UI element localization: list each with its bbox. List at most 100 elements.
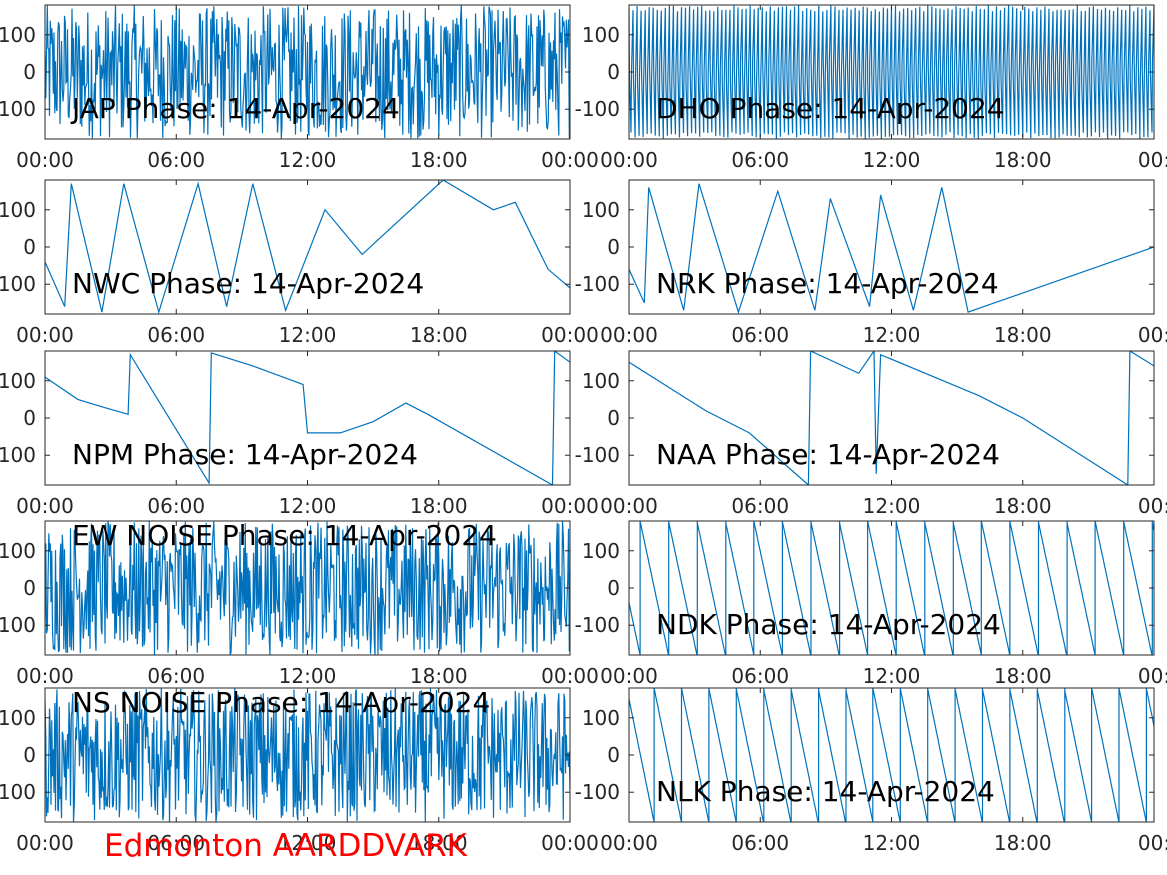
x-tick-label: 06:00 — [147, 831, 205, 855]
y-tick-label: 0 — [23, 743, 36, 767]
x-tick-label: 00:00 — [16, 831, 74, 855]
x-tick-label: 00:00 — [600, 148, 658, 172]
y-tick-label: 100 — [0, 780, 36, 804]
x-tick-label: 00:00 — [541, 831, 599, 855]
panel-title: NAA Phase: 14-Apr-2024 — [656, 438, 1000, 471]
y-tick-label: 100 — [582, 539, 620, 563]
y-tick-label: 0 — [607, 406, 620, 430]
x-tick-label: 18:00 — [410, 831, 468, 855]
plot-area — [45, 180, 570, 314]
phase-panel: 00:00 06:00 12:00 18:00 00:00 100 0 100 NWC Phas… — [0, 179, 599, 347]
y-tick-label: 0 — [607, 576, 620, 600]
y-tick-label: 0 — [607, 743, 620, 767]
y-tick-label: -100 — [575, 613, 620, 637]
x-tick-label: 18:00 — [994, 494, 1052, 518]
x-tick-label: 00: — [1138, 664, 1167, 688]
panel-title: NPM Phase: 14-Apr-2024 — [72, 438, 418, 471]
x-tick-label: 12:00 — [279, 494, 337, 518]
y-tick-label: 100 — [582, 706, 620, 730]
plot-area — [629, 688, 1154, 822]
x-tick-label: 00:00 — [16, 494, 74, 518]
phase-series-line — [45, 521, 570, 655]
phase-panel: 00:00 06:00 12:00 18:00 00:00 100 0 100 NPM Phas… — [0, 350, 599, 518]
panel-title: NRK Phase: 14-Apr-2024 — [656, 267, 999, 300]
panel-title: JAP Phase: 14-Apr-2024 — [70, 92, 400, 125]
phase-series-line — [629, 351, 1154, 485]
x-tick-label: 18:00 — [410, 494, 468, 518]
y-tick-label: 100 — [582, 23, 620, 47]
x-tick-label: 00:00 — [600, 323, 658, 347]
x-tick-label: 00:00 — [541, 664, 599, 688]
panel-title: NWC Phase: 14-Apr-2024 — [72, 267, 424, 300]
footer-label: Edmonton AARDDVARK — [104, 828, 468, 864]
phase-panel: 00:00 06:00 12:00 18:00 00: 100 0 -100 DHO Phase… — [575, 4, 1167, 172]
plot-area — [45, 351, 570, 485]
x-tick-label: 12:00 — [279, 148, 337, 172]
x-tick-label: 00:00 — [541, 323, 599, 347]
y-tick-label: -100 — [575, 97, 620, 121]
y-tick-label: -100 — [575, 780, 620, 804]
x-tick-label: 00:00 — [600, 831, 658, 855]
y-tick-label: 0 — [23, 60, 36, 84]
y-tick-label: 0 — [607, 235, 620, 259]
x-tick-label: 18:00 — [994, 664, 1052, 688]
phase-series-line — [629, 521, 1154, 655]
x-tick-label: 00:00 — [600, 664, 658, 688]
x-tick-label: 06:00 — [731, 323, 789, 347]
x-tick-label: 00:00 — [16, 664, 74, 688]
x-tick-label: 06:00 — [147, 148, 205, 172]
x-tick-label: 06:00 — [731, 664, 789, 688]
x-tick-label: 00: — [1138, 148, 1167, 172]
panel-title: NLK Phase: 14-Apr-2024 — [656, 775, 995, 808]
y-tick-label: -100 — [575, 443, 620, 467]
y-tick-label: 100 — [582, 198, 620, 222]
y-tick-label: 100 — [0, 613, 36, 637]
y-tick-label: 100 — [582, 369, 620, 393]
plot-area — [629, 180, 1154, 314]
x-tick-label: 06:00 — [147, 664, 205, 688]
x-tick-label: 12:00 — [279, 664, 337, 688]
x-tick-label: 12:00 — [279, 831, 337, 855]
plot-area — [629, 351, 1154, 485]
phase-panel: 00:00 06:00 12:00 18:00 00: 100 0 -100 NRK Phase… — [575, 179, 1167, 347]
y-tick-label: 100 — [0, 272, 36, 296]
phase-series-line — [629, 688, 1154, 822]
phase-series-line — [45, 5, 570, 139]
x-tick-label: 00:00 — [16, 323, 74, 347]
y-tick-label: 100 — [0, 443, 36, 467]
x-tick-label: 06:00 — [147, 494, 205, 518]
panel-title: DHO Phase: 14-Apr-2024 — [656, 92, 1005, 125]
x-tick-label: 18:00 — [994, 831, 1052, 855]
x-tick-label: 00:00 — [600, 494, 658, 518]
x-tick-label: 06:00 — [731, 494, 789, 518]
x-tick-label: 00:00 — [16, 148, 74, 172]
y-tick-label: 0 — [23, 406, 36, 430]
x-tick-label: 06:00 — [731, 148, 789, 172]
phase-series-line — [45, 180, 570, 314]
panel-title: NDK Phase: 14-Apr-2024 — [656, 608, 1001, 641]
x-tick-label: 12:00 — [863, 148, 921, 172]
panel-title: EW NOISE Phase: 14-Apr-2024 — [72, 519, 497, 552]
x-tick-label: 12:00 — [863, 323, 921, 347]
x-tick-label: 18:00 — [410, 323, 468, 347]
y-tick-label: 100 — [0, 198, 36, 222]
x-tick-label: 12:00 — [863, 831, 921, 855]
phase-panel: 00:00 06:00 12:00 18:00 00:00 100 0 100 JAP Phas… — [0, 4, 599, 172]
phase-series-line — [45, 351, 570, 485]
x-tick-label: 00:00 — [541, 148, 599, 172]
phase-panel: 00:00 06:00 12:00 18:00 00: 100 0 -100 NDK Phase… — [575, 520, 1167, 688]
phase-panel: 00:00 06:00 12:00 18:00 00:00 100 0 100 EW NOISE… — [0, 519, 599, 688]
phase-panel: 00:00 06:00 12:00 18:00 00:00 100 0 100 NS NOISE… — [0, 686, 599, 855]
x-tick-label: 12:00 — [279, 323, 337, 347]
x-tick-label: 00:00 — [541, 494, 599, 518]
panel-title: NS NOISE Phase: 14-Apr-2024 — [72, 686, 490, 719]
y-tick-label: 0 — [23, 235, 36, 259]
x-tick-label: 06:00 — [731, 831, 789, 855]
x-tick-label: 18:00 — [410, 664, 468, 688]
x-tick-label: 00: — [1138, 323, 1167, 347]
x-tick-label: 18:00 — [994, 148, 1052, 172]
phase-series-line — [629, 183, 1154, 314]
x-tick-label: 00: — [1138, 494, 1167, 518]
y-tick-label: 0 — [607, 60, 620, 84]
y-tick-label: 0 — [23, 576, 36, 600]
